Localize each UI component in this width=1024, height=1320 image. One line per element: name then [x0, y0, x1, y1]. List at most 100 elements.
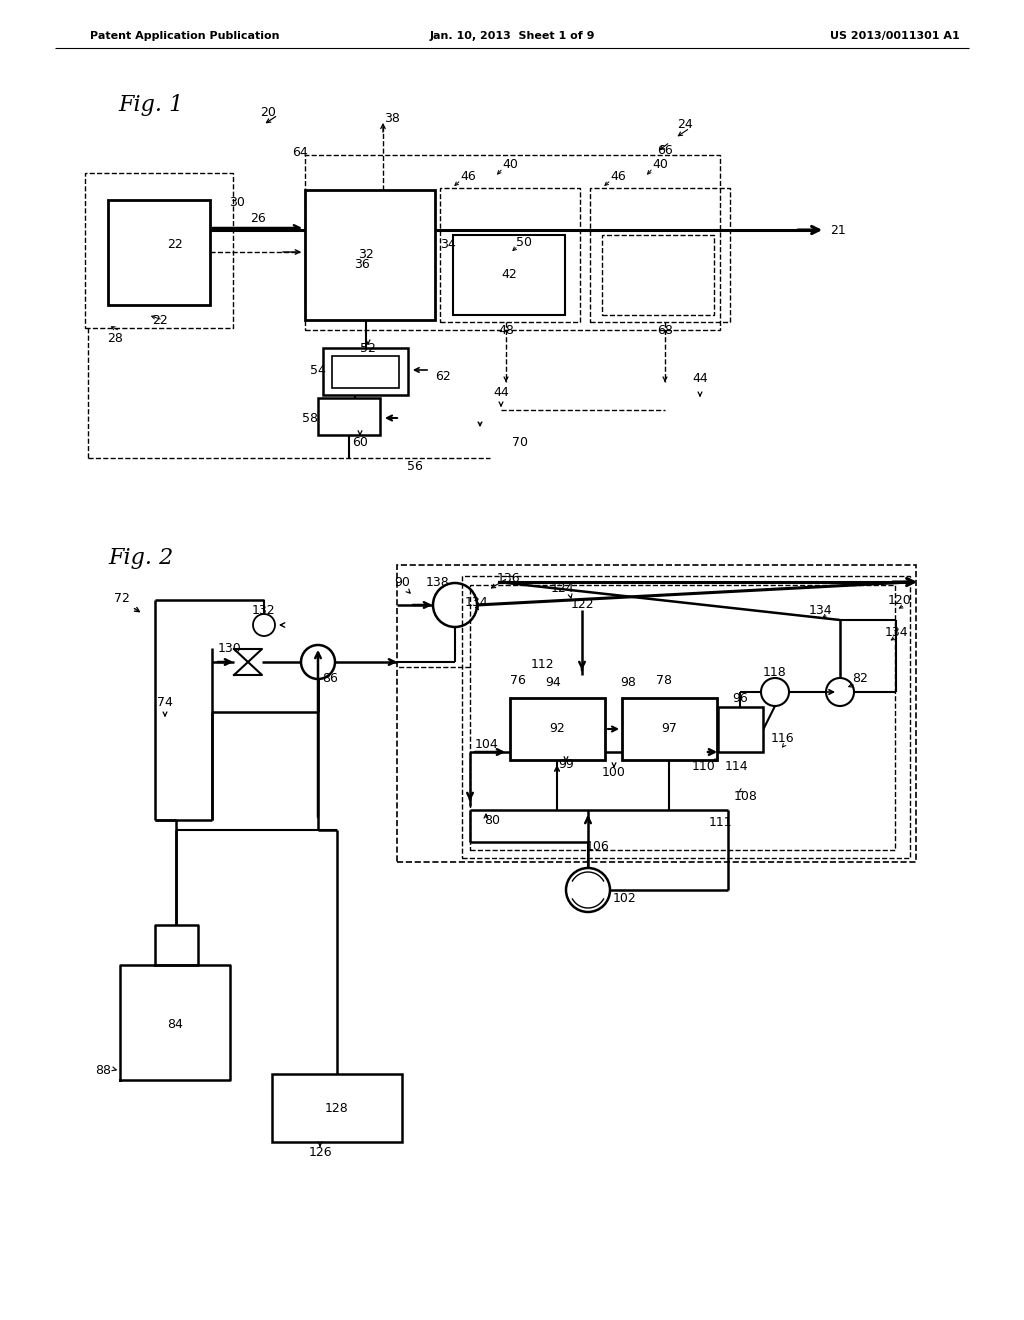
- Bar: [453, 235, 565, 315]
- Text: 46: 46: [460, 170, 476, 183]
- Bar: [462, 576, 910, 858]
- Text: 126: 126: [308, 1146, 332, 1159]
- Text: 56: 56: [408, 461, 423, 474]
- Bar: [397, 565, 916, 862]
- Bar: [332, 356, 399, 388]
- Text: 108: 108: [734, 789, 758, 803]
- Text: 136: 136: [497, 572, 520, 585]
- Text: 94: 94: [545, 676, 561, 689]
- Text: Fig. 1: Fig. 1: [118, 94, 183, 116]
- Text: US 2013/0011301 A1: US 2013/0011301 A1: [830, 30, 961, 41]
- Text: 60: 60: [352, 436, 368, 449]
- Bar: [590, 187, 730, 322]
- Polygon shape: [155, 925, 198, 965]
- Text: 46: 46: [610, 170, 626, 183]
- Text: 72: 72: [114, 591, 130, 605]
- Text: 99: 99: [558, 759, 573, 771]
- Text: Jan. 10, 2013  Sheet 1 of 9: Jan. 10, 2013 Sheet 1 of 9: [429, 30, 595, 41]
- Bar: [85, 173, 233, 327]
- Text: 134: 134: [808, 603, 831, 616]
- Text: 50: 50: [516, 235, 532, 248]
- Bar: [305, 190, 435, 319]
- Text: 52: 52: [360, 342, 376, 355]
- Polygon shape: [234, 649, 262, 663]
- Text: 80: 80: [484, 813, 500, 826]
- Text: 97: 97: [662, 722, 677, 735]
- Bar: [318, 399, 380, 436]
- Text: 132: 132: [251, 603, 274, 616]
- Text: 92: 92: [549, 722, 565, 735]
- Text: 20: 20: [260, 107, 275, 120]
- Text: 22: 22: [167, 239, 183, 252]
- Text: 58: 58: [302, 412, 318, 425]
- Text: 24: 24: [677, 119, 693, 132]
- Text: 96: 96: [732, 692, 748, 705]
- Text: 134: 134: [464, 595, 487, 609]
- Text: 78: 78: [656, 673, 672, 686]
- Bar: [718, 708, 763, 752]
- Text: 44: 44: [692, 371, 708, 384]
- Text: 114: 114: [724, 759, 748, 772]
- Text: 128: 128: [326, 1101, 349, 1114]
- Text: 88: 88: [95, 1064, 111, 1077]
- Bar: [272, 1074, 402, 1142]
- Text: 26: 26: [250, 213, 266, 226]
- Text: 106: 106: [586, 841, 610, 854]
- Bar: [305, 154, 720, 330]
- Text: 48: 48: [498, 323, 514, 337]
- Bar: [602, 235, 714, 315]
- Text: 104: 104: [475, 738, 499, 751]
- Text: 36: 36: [354, 259, 370, 272]
- Circle shape: [761, 678, 790, 706]
- Text: 102: 102: [613, 891, 637, 904]
- Text: 54: 54: [310, 363, 326, 376]
- Circle shape: [301, 645, 335, 678]
- Circle shape: [433, 583, 477, 627]
- Text: 100: 100: [602, 766, 626, 779]
- Text: 82: 82: [852, 672, 868, 685]
- Text: 90: 90: [394, 576, 410, 589]
- Circle shape: [566, 869, 610, 912]
- Text: 44: 44: [494, 385, 509, 399]
- Text: 134: 134: [884, 626, 908, 639]
- Text: 21: 21: [830, 223, 846, 236]
- Text: Patent Application Publication: Patent Application Publication: [90, 30, 280, 41]
- Text: 138: 138: [426, 576, 450, 589]
- Bar: [510, 698, 605, 760]
- Text: 28: 28: [108, 331, 123, 345]
- Polygon shape: [234, 663, 262, 675]
- Text: 124: 124: [550, 582, 573, 594]
- Text: 32: 32: [358, 248, 374, 261]
- Text: 30: 30: [229, 195, 245, 209]
- Text: 38: 38: [384, 111, 400, 124]
- Text: 68: 68: [657, 323, 673, 337]
- Circle shape: [826, 678, 854, 706]
- Text: 98: 98: [621, 676, 636, 689]
- Text: 116: 116: [770, 731, 794, 744]
- Polygon shape: [120, 965, 230, 1080]
- Bar: [622, 698, 717, 760]
- Text: 111: 111: [709, 816, 732, 829]
- Text: 66: 66: [657, 144, 673, 157]
- Bar: [470, 585, 895, 850]
- Text: 112: 112: [530, 659, 554, 672]
- Text: 40: 40: [652, 158, 668, 172]
- Text: 62: 62: [435, 371, 451, 384]
- Bar: [108, 201, 210, 305]
- Text: 86: 86: [323, 672, 338, 685]
- Text: 74: 74: [157, 696, 173, 709]
- Text: 84: 84: [167, 1019, 183, 1031]
- Bar: [323, 348, 408, 395]
- Text: 130: 130: [218, 643, 242, 656]
- Text: 70: 70: [512, 436, 528, 449]
- Text: Fig. 2: Fig. 2: [108, 546, 173, 569]
- Text: 40: 40: [502, 158, 518, 172]
- Text: 110: 110: [692, 759, 716, 772]
- Text: 42: 42: [501, 268, 517, 281]
- Text: 118: 118: [763, 667, 786, 680]
- Bar: [440, 187, 580, 322]
- Text: 122: 122: [570, 598, 594, 610]
- Text: 22: 22: [153, 314, 168, 326]
- Circle shape: [253, 614, 275, 636]
- Text: 34: 34: [440, 239, 456, 252]
